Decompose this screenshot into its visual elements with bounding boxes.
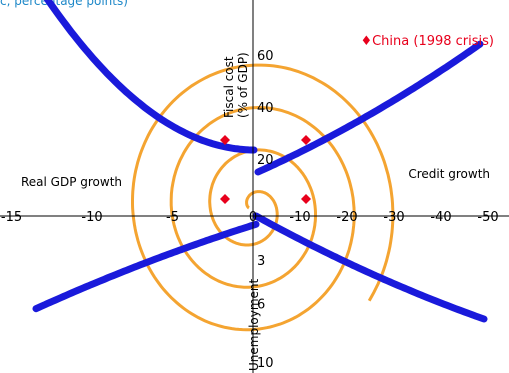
band-lower-left bbox=[32, 220, 260, 313]
right-tick-label: -30 bbox=[383, 210, 404, 225]
china-marker bbox=[220, 135, 230, 145]
band-curves bbox=[32, 0, 488, 323]
legend-marker-icon: ♦ bbox=[360, 34, 372, 49]
top-axis-title-line1: Fiscal cost bbox=[222, 56, 236, 118]
top-tick-label: 40 bbox=[257, 101, 274, 116]
left-tick-label: -10 bbox=[81, 210, 102, 225]
left-tick-label: -15 bbox=[1, 210, 22, 225]
left-axis-title: Real GDP growth bbox=[21, 175, 122, 189]
bottom-tick-label: 3 bbox=[257, 254, 265, 269]
right-axis-title: Credit growth bbox=[408, 167, 490, 181]
top-axis-title: Fiscal cost (% of GDP) bbox=[222, 52, 250, 118]
right-tick-label: -20 bbox=[336, 210, 357, 225]
bottom-tick-label: 10 bbox=[257, 356, 274, 371]
china-marker bbox=[220, 194, 230, 204]
legend-label: China (1998 crisis) bbox=[372, 34, 494, 49]
band-lower-right bbox=[252, 212, 488, 323]
origin-tick-label: 0 bbox=[249, 210, 257, 225]
data-markers bbox=[220, 135, 311, 204]
bottom-tick-label: 6 bbox=[257, 298, 265, 313]
band-upper-right bbox=[254, 40, 484, 176]
left-tick-label: -5 bbox=[166, 210, 179, 225]
header-fragment: c, percentage points) bbox=[0, 0, 128, 8]
legend-entry: ♦China (1998 crisis) bbox=[360, 34, 494, 49]
right-tick-label: -10 bbox=[289, 210, 310, 225]
bottom-axis-title: Unemployment bbox=[247, 278, 261, 371]
band-upper-left bbox=[43, 0, 258, 154]
china-marker bbox=[301, 135, 311, 145]
china-marker bbox=[301, 194, 311, 204]
top-tick-label: 60 bbox=[257, 49, 274, 64]
tick-labels: -15 -10 -5 -10 -20 -30 -40 -50 20 40 60 3 6 10 0 bbox=[1, 49, 499, 371]
bottom-axis-title-group: Unemployment bbox=[247, 278, 261, 371]
top-axis-title-line2: (% of GDP) bbox=[236, 52, 250, 118]
top-tick-label: 20 bbox=[257, 153, 274, 168]
right-tick-label: -50 bbox=[477, 210, 498, 225]
right-tick-label: -40 bbox=[430, 210, 451, 225]
